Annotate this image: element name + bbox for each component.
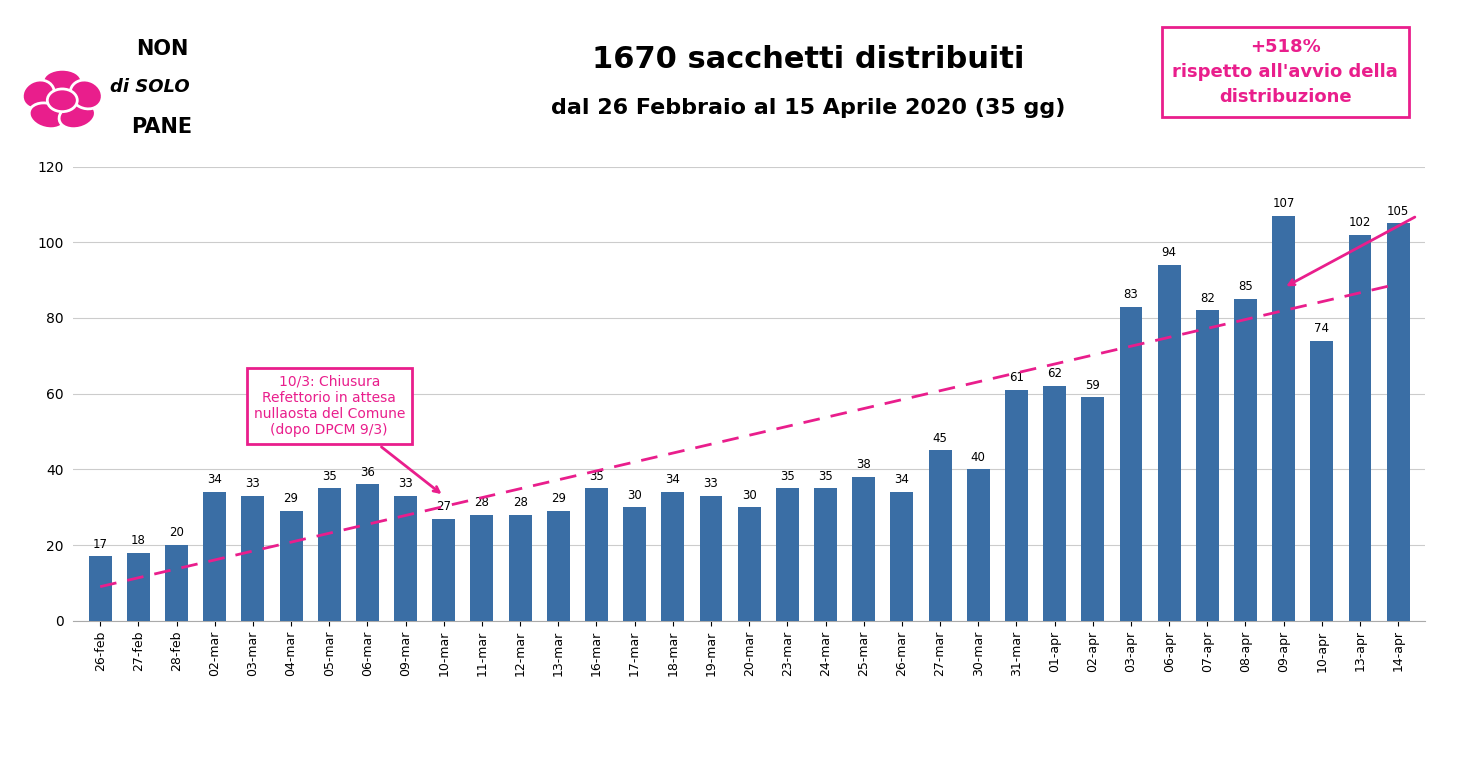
Text: 27: 27 [436, 500, 451, 513]
Ellipse shape [29, 103, 66, 129]
Text: 94: 94 [1162, 246, 1177, 259]
Text: 34: 34 [207, 473, 222, 487]
Text: 35: 35 [780, 469, 795, 483]
Text: 30: 30 [742, 488, 757, 502]
Bar [776, 488, 799, 621]
Bar [1119, 307, 1143, 621]
Text: 33: 33 [245, 477, 260, 491]
Text: 105: 105 [1387, 204, 1409, 218]
Bar [1387, 223, 1410, 621]
Bar [699, 496, 723, 621]
Ellipse shape [43, 70, 82, 93]
Ellipse shape [22, 80, 54, 109]
Text: 28: 28 [474, 496, 489, 509]
Bar [126, 553, 150, 621]
Text: 35: 35 [818, 469, 833, 483]
Text: 17: 17 [93, 537, 107, 551]
Bar [661, 492, 685, 621]
Text: 34: 34 [665, 473, 680, 487]
Ellipse shape [59, 103, 95, 129]
Text: 38: 38 [856, 458, 871, 471]
Text: +518%
rispetto all'avvio della
distribuzione: +518% rispetto all'avvio della distribuz… [1172, 38, 1398, 106]
Text: 82: 82 [1200, 291, 1215, 304]
Bar [1043, 386, 1066, 621]
Bar [967, 469, 990, 621]
Bar [508, 515, 532, 621]
Text: 35: 35 [322, 469, 336, 483]
Text: 85: 85 [1238, 280, 1253, 293]
Text: 20: 20 [169, 526, 184, 540]
Bar [1158, 265, 1181, 621]
Text: 83: 83 [1124, 288, 1138, 301]
Text: 29: 29 [284, 492, 298, 506]
Bar [890, 492, 914, 621]
Text: 1670 sacchetti distribuiti: 1670 sacchetti distribuiti [592, 45, 1024, 74]
Bar [1234, 299, 1257, 621]
Bar [814, 488, 837, 621]
Bar [279, 511, 303, 621]
Bar [1081, 397, 1105, 621]
Text: 33: 33 [704, 477, 718, 491]
Bar [1310, 341, 1334, 621]
Text: 36: 36 [360, 466, 375, 479]
Bar [88, 556, 112, 621]
Bar [203, 492, 226, 621]
Bar [241, 496, 264, 621]
Text: 102: 102 [1349, 216, 1371, 229]
Text: 30: 30 [627, 488, 642, 502]
Text: 62: 62 [1047, 367, 1062, 381]
Text: NON: NON [137, 39, 188, 59]
Bar [432, 519, 455, 621]
Bar [1349, 235, 1372, 621]
Text: di SOLO: di SOLO [110, 78, 190, 96]
Bar [355, 484, 379, 621]
Text: 35: 35 [589, 469, 604, 483]
Text: 107: 107 [1272, 197, 1294, 210]
Text: 61: 61 [1009, 371, 1024, 385]
Text: 34: 34 [895, 473, 909, 487]
Text: 59: 59 [1086, 378, 1100, 392]
Bar [317, 488, 341, 621]
Bar [585, 488, 608, 621]
Text: 74: 74 [1315, 322, 1329, 335]
Text: 28: 28 [513, 496, 527, 509]
Text: 45: 45 [933, 431, 948, 445]
Bar [1272, 216, 1296, 621]
Text: 29: 29 [551, 492, 566, 506]
Bar [165, 545, 188, 621]
Text: 33: 33 [398, 477, 413, 491]
Bar [470, 515, 494, 621]
Bar [394, 496, 417, 621]
Text: PANE: PANE [132, 117, 192, 137]
Bar [737, 507, 761, 621]
Text: 10/3: Chiusura
Refettorio in attesa
nullaosta del Comune
(dopo DPCM 9/3): 10/3: Chiusura Refettorio in attesa null… [254, 375, 439, 492]
Ellipse shape [71, 80, 103, 109]
Text: 40: 40 [971, 450, 986, 463]
Bar [928, 450, 952, 621]
Bar [1196, 310, 1219, 621]
Bar [623, 507, 646, 621]
Bar [1005, 390, 1028, 621]
Bar [852, 477, 876, 621]
Circle shape [47, 89, 78, 112]
Text: dal 26 Febbraio al 15 Aprile 2020 (35 gg): dal 26 Febbraio al 15 Aprile 2020 (35 gg… [551, 98, 1065, 118]
Text: 18: 18 [131, 534, 145, 547]
Bar [546, 511, 570, 621]
